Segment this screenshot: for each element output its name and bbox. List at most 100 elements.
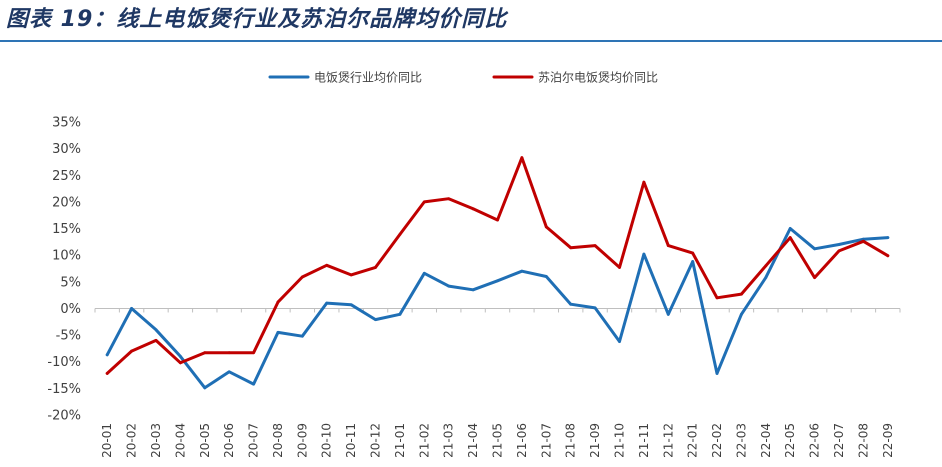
x-tick-label: 22-06 <box>808 423 822 458</box>
series-0-point <box>349 303 353 307</box>
series-1-point <box>691 251 695 255</box>
series-0-point <box>471 288 475 292</box>
x-tick-label: 20-02 <box>125 423 139 458</box>
series-1-point <box>130 349 133 353</box>
series-1-point <box>276 300 280 304</box>
series-1-point <box>837 249 841 253</box>
series-1-point <box>740 292 743 296</box>
x-tick-label: 20-06 <box>222 423 236 458</box>
y-tick-label: -15% <box>47 382 81 397</box>
series-0-point <box>788 227 792 230</box>
x-tick-label: 21-07 <box>539 423 553 458</box>
x-tick-label: 22-03 <box>734 423 748 458</box>
y-tick-label: 0% <box>60 302 81 317</box>
x-tick-label: 21-02 <box>417 423 431 458</box>
series-1-point <box>374 266 377 269</box>
x-tick-label: 22-05 <box>783 423 797 458</box>
series-0-point <box>422 271 426 275</box>
series-0-point <box>569 302 573 306</box>
series-0-point <box>203 386 207 390</box>
x-tick-label: 20-08 <box>271 423 285 458</box>
series-0-point <box>130 307 133 310</box>
series-1-point <box>422 200 426 204</box>
x-tick-label: 20-05 <box>198 423 212 458</box>
y-tick-label: -5% <box>56 329 81 344</box>
x-tick-label: 22-04 <box>759 423 773 458</box>
series-0-point <box>227 370 231 374</box>
x-tick-label: 21-06 <box>515 423 529 458</box>
x-tick-label: 20-01 <box>100 423 114 458</box>
y-tick-label: -10% <box>47 355 81 370</box>
x-tick-label: 22-01 <box>686 423 700 458</box>
series-1-point <box>666 244 670 247</box>
series-0-point <box>178 355 182 358</box>
series-0-point <box>252 382 255 386</box>
y-tick-label: 30% <box>52 142 81 157</box>
y-tick-label: 35% <box>52 116 81 131</box>
x-tick-label: 21-01 <box>393 423 407 458</box>
x-tick-label: 21-09 <box>588 423 602 458</box>
series-0-point <box>691 260 695 263</box>
series-1-point <box>398 233 402 236</box>
x-tick-label: 20-07 <box>247 423 261 458</box>
series-0-point <box>642 252 646 256</box>
series-1-point <box>593 244 597 247</box>
x-tick-label: 20-03 <box>149 423 163 458</box>
series-1-point <box>715 296 719 300</box>
x-tick-label: 20-12 <box>369 423 383 458</box>
series-1-point <box>447 197 451 201</box>
series-1-point <box>520 156 524 160</box>
x-tick-label: 22-07 <box>832 423 846 458</box>
series-0-point <box>447 284 451 288</box>
series-1-point <box>325 263 329 267</box>
series-1-point <box>764 264 768 268</box>
x-tick-label: 20-10 <box>320 423 334 458</box>
title-divider <box>0 40 942 42</box>
series-0-point <box>715 372 719 375</box>
series-1-point <box>105 372 109 375</box>
series-0-point <box>593 306 597 310</box>
x-tick-label: 21-05 <box>491 423 505 458</box>
series-0-point <box>520 269 524 273</box>
x-tick-label: 22-02 <box>710 423 724 458</box>
x-tick-label: 20-04 <box>173 423 187 458</box>
series-0-point <box>740 312 743 316</box>
series-0-point <box>496 279 499 283</box>
y-tick-label: -20% <box>47 409 81 424</box>
series-1-point <box>349 273 353 277</box>
series-0-point <box>325 301 329 305</box>
series-1-point <box>496 218 499 222</box>
legend-label-1: 苏泊尔电饭煲均价同比 <box>538 70 658 85</box>
y-tick-label: 10% <box>52 249 81 264</box>
x-tick-label: 20-11 <box>344 423 358 458</box>
series-0-point <box>618 340 621 343</box>
series-0-point <box>374 318 377 322</box>
series-1-point <box>178 361 182 365</box>
legend-label-0: 电饭煲行业均价同比 <box>314 70 422 85</box>
series-0-point <box>837 243 841 246</box>
series-1-point <box>471 207 475 211</box>
series-1-point <box>862 239 865 243</box>
series-0-point <box>862 237 865 241</box>
x-tick-label: 21-08 <box>564 423 578 458</box>
series-0-point <box>813 247 817 251</box>
x-tick-label: 20-09 <box>295 423 309 458</box>
x-tick-label: 22-09 <box>881 423 895 458</box>
y-tick-label: 20% <box>52 195 81 210</box>
series-1-point <box>886 254 890 258</box>
y-tick-label: 15% <box>52 222 81 237</box>
series-0-point <box>666 312 670 316</box>
y-tick-label: 5% <box>60 275 81 290</box>
series-0-point <box>276 331 280 334</box>
series-1-point <box>227 351 231 355</box>
series-1-point <box>252 351 255 355</box>
series-1-point <box>618 266 621 269</box>
x-tick-label: 21-11 <box>637 423 651 458</box>
series-0-point <box>886 236 890 240</box>
series-0-point <box>544 275 548 278</box>
y-tick-label: 25% <box>52 169 81 184</box>
series-1-point <box>788 236 792 240</box>
figure-title: 图表 19：线上电饭煲行业及苏泊尔品牌均价同比 <box>6 7 508 32</box>
